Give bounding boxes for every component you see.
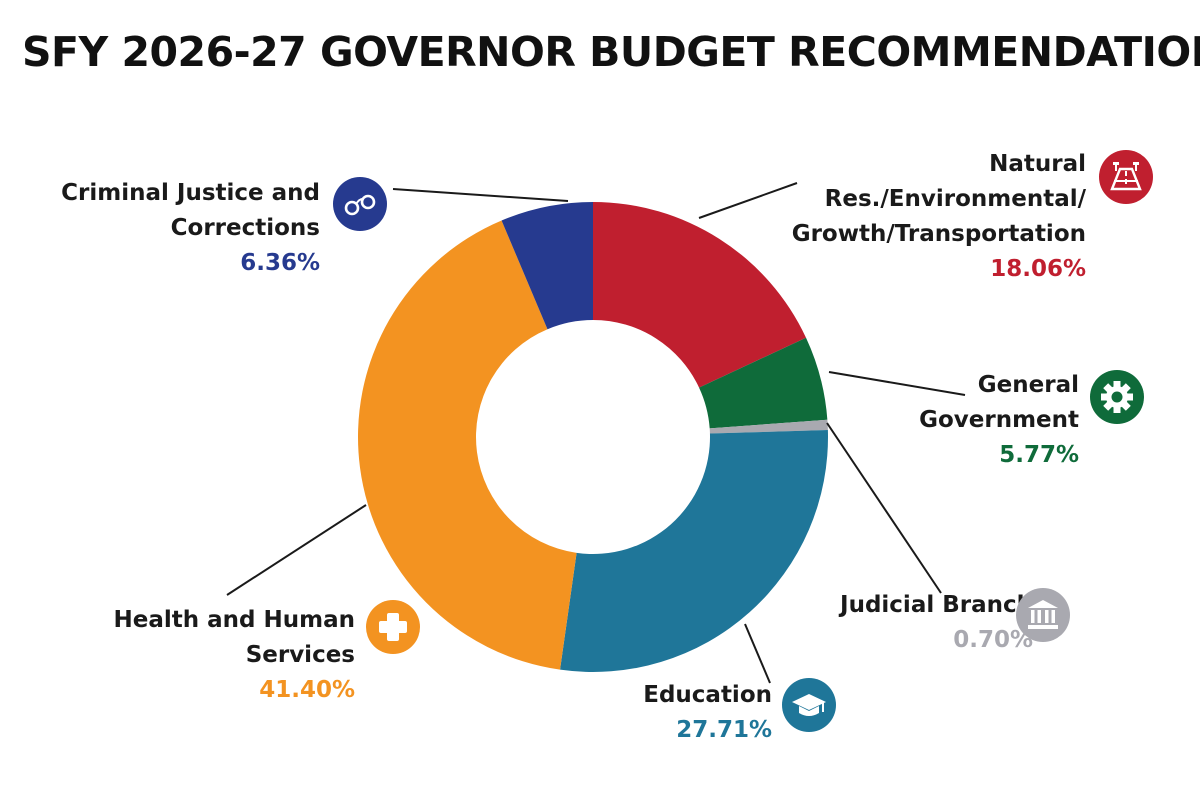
slice-health-human-services [358, 220, 577, 670]
slice-name-line: Services [245, 642, 355, 668]
slice-percent: 27.71% [676, 717, 772, 743]
leader-line-general-government [828, 371, 966, 396]
leader-line-natural-resources [698, 182, 798, 219]
handcuffs-icon [333, 177, 387, 231]
graduation-cap-icon [782, 678, 836, 732]
slice-name-line: Corrections [170, 215, 320, 241]
leader-line-criminal-justice [392, 188, 569, 202]
slice-judicial-branch [709, 419, 828, 434]
label-judicial-branch: Judicial Branch 0.70% [840, 588, 1033, 658]
slice-percent: 0.70% [953, 627, 1033, 653]
label-general-government: General Government 5.77% [919, 368, 1079, 473]
slice-percent: 6.36% [240, 250, 320, 276]
slice-name-line: General [977, 372, 1079, 398]
highway-icon [1099, 150, 1153, 204]
label-health-human-services: Health and Human Services 41.40% [114, 603, 355, 708]
medical-cross-icon [366, 600, 420, 654]
slice-name-line: Growth/Transportation [791, 221, 1086, 247]
leader-line-education [744, 623, 771, 684]
slice-natural-resources [593, 202, 807, 388]
courthouse-icon [1016, 588, 1070, 642]
gear-icon [1090, 370, 1144, 424]
slice-percent: 41.40% [259, 677, 355, 703]
slice-name-line: Education [643, 682, 772, 708]
slice-criminal-justice [501, 202, 593, 330]
label-education: Education 27.71% [643, 678, 772, 748]
slice-name-line: Res./Environmental/ [824, 186, 1086, 212]
slice-percent: 5.77% [999, 442, 1079, 468]
leader-line-judicial-branch [826, 422, 942, 594]
chart-title: SFY 2026-27 GOVERNOR BUDGET RECOMMENDATI… [22, 28, 1200, 76]
slice-name-line: Natural [989, 151, 1086, 177]
slice-percent: 18.06% [990, 256, 1086, 282]
slice-name-line: Criminal Justice and [61, 180, 320, 206]
label-natural-resources: Natural Res./Environmental/ Growth/Trans… [792, 147, 1086, 287]
slice-general-government [699, 337, 828, 429]
leader-line-health-human-services [226, 504, 367, 596]
slice-name-line: Judicial Branch [840, 592, 1033, 618]
slice-name-line: Government [919, 407, 1079, 433]
label-criminal-justice: Criminal Justice and Corrections 6.36% [61, 176, 320, 281]
slice-name-line: Health and Human [113, 607, 355, 633]
slice-education [560, 430, 828, 672]
